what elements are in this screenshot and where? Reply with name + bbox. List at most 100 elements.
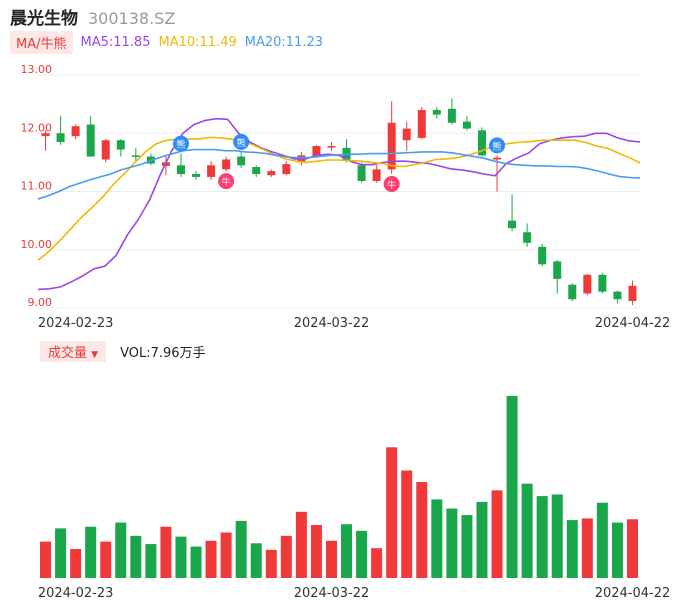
volume-bar: [85, 526, 97, 578]
candle-down: [237, 156, 246, 166]
volume-chart[interactable]: 2024-02-23 2024-03-22 2024-04-22: [0, 366, 686, 606]
ma-line-ma5: [37, 117, 641, 291]
ma20-label: MA20:11.23: [244, 34, 323, 50]
volume-bar: [205, 540, 217, 578]
candle-down: [447, 108, 456, 123]
candle-up: [417, 109, 426, 138]
bear-marker-icon: 熊: [233, 133, 250, 150]
candle-up: [372, 169, 381, 182]
volume-bar: [40, 541, 52, 578]
candle-up: [387, 122, 396, 170]
candle-down: [192, 174, 201, 177]
triangle-down-icon: ▼: [91, 349, 99, 360]
stock-name: 晨光生物: [10, 9, 78, 29]
candle-up: [267, 171, 276, 176]
volume-bar: [566, 520, 578, 578]
candle-down: [176, 165, 185, 175]
candle-down: [131, 155, 140, 157]
price-y-tick: 9.00: [28, 296, 53, 309]
candle-up: [327, 146, 336, 148]
bull-marker-icon: 牛: [218, 173, 235, 190]
volume-bar: [70, 549, 82, 578]
volume-bar: [100, 541, 112, 578]
candle-down: [86, 124, 95, 157]
volume-bar: [506, 396, 518, 578]
volume-x-tick: 2024-03-22: [294, 586, 370, 601]
candle-down: [116, 140, 125, 150]
stock-code: 300138.SZ: [88, 9, 176, 28]
volume-bar: [325, 540, 337, 578]
marker-label: 牛: [222, 176, 231, 188]
candle-down: [462, 121, 471, 129]
candle-up: [207, 165, 216, 177]
volume-bar: [431, 499, 443, 578]
candle-down: [477, 130, 486, 156]
volume-bar: [310, 525, 322, 578]
volume-bar: [596, 502, 608, 578]
volume-bar: [416, 482, 428, 578]
volume-bar: [461, 515, 473, 578]
volume-bar: [160, 526, 172, 578]
price-y-tick: 10.00: [21, 238, 53, 251]
candle-down: [56, 133, 65, 142]
volume-bar: [491, 490, 503, 578]
volume-bar: [265, 549, 277, 578]
marker-label: 熊: [493, 140, 502, 152]
volume-bar: [611, 522, 623, 578]
volume-x-tick: 2024-04-22: [595, 586, 671, 601]
ma-line-ma10: [37, 136, 641, 261]
price-y-tick: 13.00: [21, 63, 53, 76]
bear-marker-icon: 熊: [489, 137, 506, 154]
marker-dot: [233, 133, 250, 150]
bull-marker-icon: 牛: [383, 176, 400, 193]
price-x-tick: 2024-04-22: [595, 316, 671, 331]
volume-bar: [250, 543, 262, 578]
volume-bar: [476, 501, 488, 578]
candle-down: [508, 220, 517, 229]
volume-bar: [356, 530, 368, 578]
candle-down: [523, 232, 532, 243]
volume-bar: [341, 524, 353, 578]
candle-up: [493, 157, 502, 160]
candle-down: [553, 261, 562, 279]
marker-dot: [383, 176, 400, 193]
candle-down: [357, 165, 366, 182]
candle-up: [41, 133, 50, 137]
ma-line-ma20: [37, 148, 641, 200]
candle-up: [402, 128, 411, 141]
candle-up: [312, 146, 321, 157]
marker-dot: [489, 137, 506, 154]
price-y-tick: 12.00: [21, 121, 53, 134]
price-x-tick: 2024-02-23: [38, 316, 114, 331]
volume-bar: [401, 470, 413, 578]
volume-indicator-button[interactable]: 成交量 ▼: [40, 340, 107, 362]
candle-up: [583, 274, 592, 294]
candle-down: [252, 167, 261, 175]
ma-toggle-button[interactable]: MA/牛熊: [10, 30, 73, 54]
volume-bar: [551, 494, 563, 578]
volume-legend: 成交量 ▼ VOL:7.96万手: [40, 340, 206, 362]
volume-bar: [145, 544, 157, 578]
volume-bar: [130, 535, 142, 578]
candle-down: [538, 246, 547, 265]
marker-label: 牛: [387, 179, 396, 191]
volume-bar: [220, 532, 232, 578]
marker-dot: [172, 135, 189, 152]
candle-up: [101, 140, 110, 160]
price-chart[interactable]: 13.00 12.00 11.00 10.00 9.00 熊 熊牛 牛 熊 2024-02-23 2…: [0, 0, 686, 340]
volume-indicator-label: 成交量: [48, 345, 88, 361]
candle-down: [613, 291, 622, 300]
candle-down: [432, 109, 441, 115]
volume-bar: [190, 546, 202, 578]
volume-bar: [626, 519, 638, 578]
volume-bar: [536, 496, 548, 578]
volume-x-tick: 2024-02-23: [38, 586, 114, 601]
marker-label: 熊: [176, 139, 185, 151]
marker-dot: [218, 173, 235, 190]
price-y-tick: 11.00: [21, 180, 53, 193]
candle-up: [282, 164, 291, 175]
volume-bar: [371, 548, 383, 578]
candle-down: [568, 284, 577, 300]
volume-value: VOL:7.96万手: [120, 345, 206, 361]
volume-bar: [55, 528, 67, 578]
